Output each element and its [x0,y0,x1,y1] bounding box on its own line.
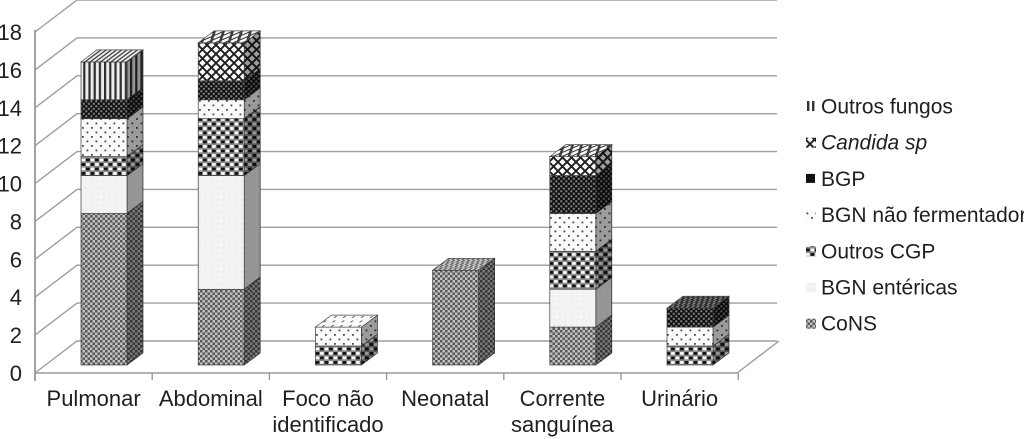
svg-text:Foco não: Foco não [282,386,374,411]
svg-text:sanguínea: sanguínea [511,412,615,437]
svg-text:Pulmonar: Pulmonar [47,386,141,411]
svg-text:BGN não fermentadoras: BGN não fermentadoras [821,204,1024,227]
svg-text:18: 18 [0,20,22,45]
svg-text:BGP: BGP [821,168,865,191]
svg-text:Corrente: Corrente [520,386,606,411]
svg-text:Candida sp: Candida sp [821,132,927,155]
svg-text:identificado: identificado [272,412,383,437]
svg-text:BGN entéricas: BGN entéricas [821,277,958,300]
svg-text:4: 4 [10,285,22,310]
svg-text:10: 10 [0,172,22,197]
svg-text:Outros CGP: Outros CGP [821,240,935,263]
svg-text:12: 12 [0,134,22,159]
svg-text:2: 2 [10,323,22,348]
svg-text:0: 0 [10,361,22,386]
svg-text:16: 16 [0,58,22,83]
svg-text:Neonatal: Neonatal [401,386,489,411]
svg-text:Urinário: Urinário [641,386,718,411]
svg-text:Outros fungos: Outros fungos [821,96,953,119]
svg-text:6: 6 [10,247,22,272]
svg-text:8: 8 [10,209,22,234]
svg-text:Abdominal: Abdominal [159,386,263,411]
svg-text:CoNS: CoNS [821,313,877,336]
svg-text:14: 14 [0,96,22,121]
